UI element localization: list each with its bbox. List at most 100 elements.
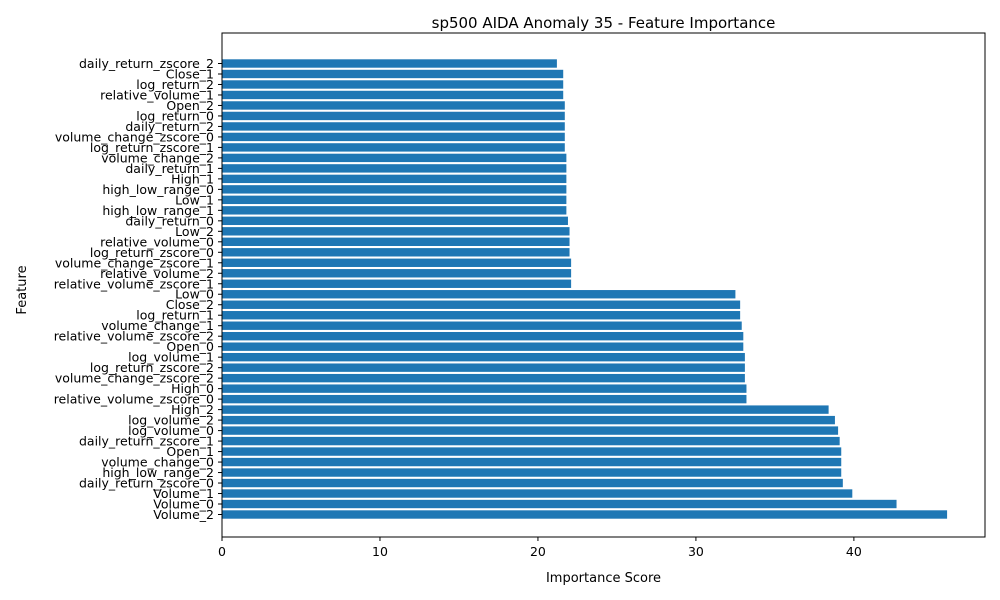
- y-tick-label: daily_return_zscore_2: [79, 56, 214, 71]
- bar: [222, 164, 567, 173]
- bars-layer: [222, 59, 948, 519]
- bar: [222, 206, 567, 215]
- bar: [222, 227, 570, 236]
- y-tick-label: log_volume_1: [128, 350, 214, 365]
- y-tick-label: log_return_zscore_2: [90, 360, 214, 375]
- y-tick-label: volume_change_1: [101, 318, 214, 333]
- bar: [222, 415, 835, 425]
- bar: [222, 195, 567, 205]
- x-axis: 0 10 20 30 40: [218, 537, 862, 559]
- y-tick-label: log_volume_2: [128, 413, 214, 428]
- y-tick-label: High_0: [171, 381, 214, 396]
- y-tick-label: log_return_1: [136, 308, 214, 323]
- y-tick-label: relative_volume_0: [100, 234, 214, 249]
- bar: [222, 426, 839, 435]
- bar: [222, 258, 572, 267]
- y-tick-label: Volume_2: [153, 507, 214, 522]
- y-tick-label: Low_1: [175, 192, 214, 207]
- bar: [222, 290, 736, 299]
- y-tick-label: High_1: [171, 171, 214, 186]
- y-tick-label: log_return_0: [136, 108, 214, 123]
- y-tick-label: high_low_range_2: [102, 465, 214, 480]
- y-tick-label: Open_1: [166, 444, 214, 459]
- bar: [222, 216, 568, 226]
- bar: [222, 342, 744, 351]
- bar: [222, 269, 572, 278]
- y-tick-label: relative_volume_zscore_2: [54, 329, 214, 344]
- y-tick-label: daily_return_zscore_1: [79, 434, 214, 449]
- bar: [222, 489, 853, 498]
- bar: [222, 174, 567, 184]
- y-tick-label: volume_change_2: [101, 150, 214, 165]
- y-tick-label: relative_volume_zscore_1: [54, 276, 214, 291]
- bar: [222, 478, 843, 488]
- y-tick-label: Volume_0: [153, 497, 214, 512]
- bar: [222, 132, 565, 142]
- bar: [222, 384, 747, 393]
- bar: [222, 111, 565, 121]
- x-tick-label: 20: [530, 544, 546, 559]
- x-tick-label: 30: [688, 544, 704, 559]
- x-axis-label: Importance Score: [546, 571, 661, 586]
- y-tick-label: daily_return_1: [125, 161, 214, 176]
- bar: [222, 300, 741, 309]
- y-tick-label: high_low_range_1: [102, 203, 214, 218]
- y-tick-label: Low_2: [175, 224, 214, 239]
- bar: [222, 510, 948, 519]
- y-tick-label: log_volume_0: [128, 423, 214, 438]
- bar: [222, 373, 745, 383]
- y-tick-label: Close_2: [166, 297, 214, 312]
- bar: [222, 80, 564, 89]
- bar: [222, 468, 842, 477]
- bar: [222, 332, 744, 341]
- bar: [222, 90, 564, 100]
- bar: [222, 311, 741, 320]
- y-tick-label: Low_0: [175, 287, 214, 302]
- y-axis-label: Feature: [15, 265, 30, 314]
- bar: [222, 363, 745, 372]
- plot-frame: [221, 32, 986, 538]
- y-tick-label: High_2: [171, 402, 214, 417]
- y-tick-label: Close_1: [166, 66, 214, 81]
- x-tick-label: 10: [372, 544, 388, 559]
- bar: [222, 143, 565, 152]
- bar: [222, 321, 742, 330]
- y-tick-label: daily_return_0: [125, 213, 214, 228]
- y-tick-label: relative_volume_1: [100, 87, 214, 102]
- y-tick-label: Volume_1: [153, 486, 214, 501]
- bar: [222, 405, 829, 414]
- y-axis: Volume_2Volume_0Volume_1daily_return_zsc…: [54, 56, 222, 522]
- bar: [222, 447, 842, 456]
- y-tick-label: relative_volume_2: [100, 266, 214, 281]
- y-tick-label: volume_change_zscore_0: [55, 129, 214, 144]
- y-tick-label: volume_change_zscore_1: [55, 255, 214, 270]
- chart-title: sp500 AIDA Anomaly 35 - Feature Importan…: [432, 14, 776, 32]
- y-tick-label: log_return_zscore_0: [90, 245, 214, 260]
- y-tick-label: daily_return_zscore_0: [79, 476, 214, 491]
- bar: [222, 237, 570, 246]
- bar: [222, 122, 565, 131]
- y-tick-label: volume_change_0: [101, 455, 214, 470]
- bar: [222, 499, 897, 509]
- y-tick-label: daily_return_2: [125, 119, 214, 134]
- bar: [222, 185, 567, 194]
- bar: [222, 69, 564, 79]
- y-tick-label: Open_2: [166, 98, 214, 113]
- bar: [222, 436, 840, 446]
- bar: [222, 279, 572, 288]
- bar: [222, 352, 745, 362]
- x-tick-label: 0: [218, 544, 226, 559]
- bar: [222, 457, 842, 467]
- bar: [222, 101, 565, 110]
- x-tick-label: 40: [846, 544, 862, 559]
- y-tick-label: relative_volume_zscore_0: [54, 392, 214, 407]
- y-tick-label: Open_0: [166, 339, 214, 354]
- bar: [222, 153, 567, 163]
- bar: [222, 394, 747, 404]
- y-tick-label: log_return_zscore_1: [90, 140, 214, 155]
- y-tick-label: high_low_range_0: [102, 182, 214, 197]
- bar: [222, 248, 570, 257]
- bar: [222, 59, 557, 68]
- y-tick-label: volume_change_zscore_2: [55, 371, 214, 386]
